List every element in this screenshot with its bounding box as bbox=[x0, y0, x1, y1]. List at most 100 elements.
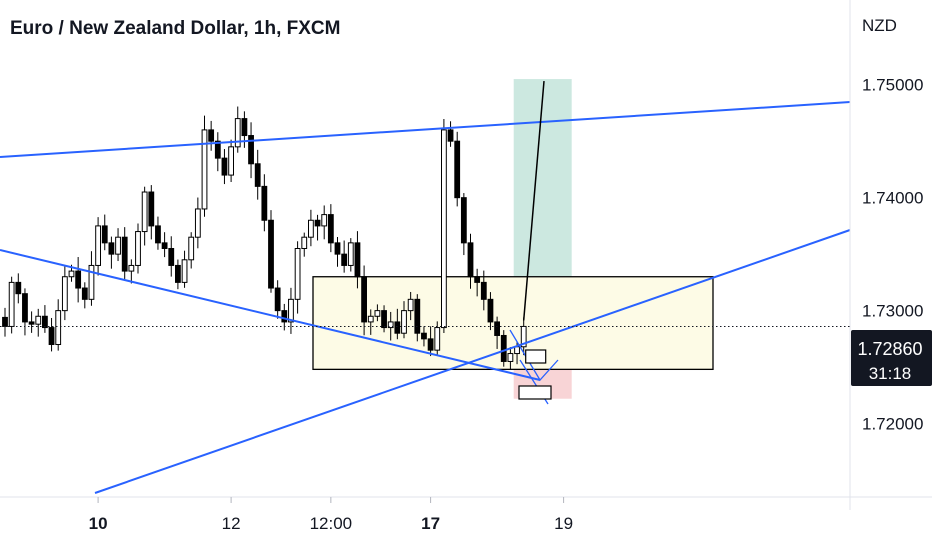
candle-body bbox=[135, 231, 141, 266]
price-badge-countdown: 31:18 bbox=[869, 364, 912, 383]
y-tick-label: 1.73000 bbox=[862, 302, 923, 321]
candle-body bbox=[261, 185, 268, 221]
x-tick-label: 12 bbox=[222, 514, 241, 533]
candle-body bbox=[341, 253, 348, 266]
candle-body bbox=[181, 259, 188, 283]
candle-body bbox=[361, 276, 368, 323]
candle-body bbox=[520, 325, 527, 348]
candle-body bbox=[88, 264, 95, 300]
y-tick-label: 1.74000 bbox=[862, 189, 923, 208]
chart-title: Euro / New Zealand Dollar, 1h, FXCM bbox=[10, 18, 341, 39]
currency-label: NZD bbox=[862, 16, 897, 35]
candle-body bbox=[194, 208, 201, 238]
candle-body bbox=[500, 334, 507, 362]
candle-body bbox=[28, 321, 35, 325]
candlestick-series bbox=[2, 106, 527, 370]
x-tick-label: 17 bbox=[421, 514, 440, 533]
candle-body bbox=[201, 129, 208, 210]
pattern-lines bbox=[509, 329, 559, 382]
candle-body bbox=[2, 316, 8, 327]
candle-body bbox=[128, 264, 135, 272]
x-tick-label: 10 bbox=[89, 514, 108, 533]
position-zones bbox=[312, 79, 714, 399]
candle-body bbox=[268, 219, 274, 289]
upper-trendline bbox=[0, 101, 851, 158]
candle-body bbox=[121, 236, 128, 272]
candle-body bbox=[95, 225, 101, 266]
descending-trendline bbox=[0, 249, 541, 381]
candle-body bbox=[381, 310, 387, 329]
candle-body bbox=[301, 236, 308, 249]
candle-body bbox=[407, 298, 414, 312]
y-tick-label: 1.75000 bbox=[862, 76, 923, 95]
candle-body bbox=[68, 270, 75, 278]
candle-body bbox=[507, 353, 514, 362]
price-badge: 1.72860 31:18 bbox=[851, 330, 932, 386]
candle-body bbox=[334, 242, 341, 255]
price-badge-value: 1.72860 bbox=[857, 339, 922, 359]
time-axis[interactable]: 10 12 12:00 17 19 bbox=[0, 496, 932, 533]
candle-body bbox=[61, 276, 68, 312]
candle-body bbox=[188, 236, 195, 261]
y-tick-label: 1.72000 bbox=[862, 415, 923, 434]
marker-box-upper bbox=[525, 349, 547, 364]
candle-body bbox=[314, 219, 321, 227]
candle-body bbox=[414, 298, 421, 334]
candle-body bbox=[514, 346, 520, 355]
candle-body bbox=[248, 135, 254, 165]
candle-body bbox=[494, 321, 501, 336]
candle-body bbox=[15, 281, 22, 295]
ascending-trendline bbox=[94, 229, 851, 494]
candle-body bbox=[234, 118, 241, 148]
candle-body bbox=[427, 338, 434, 351]
candle-body bbox=[327, 214, 334, 244]
candle-body bbox=[148, 191, 155, 227]
candle-body bbox=[48, 327, 55, 346]
candle-body bbox=[155, 225, 161, 244]
price-axis[interactable]: 1.75000 1.74000 1.73000 1.72000 bbox=[849, 0, 923, 510]
candle-body bbox=[55, 310, 62, 346]
candle-body bbox=[401, 310, 407, 334]
candle-body bbox=[308, 219, 314, 238]
candle-body bbox=[347, 242, 354, 266]
candle-body bbox=[387, 321, 394, 329]
candle-body bbox=[467, 242, 474, 278]
candle-body bbox=[115, 236, 121, 255]
candle-body bbox=[35, 315, 42, 325]
candle-body bbox=[8, 281, 15, 327]
candle-body bbox=[241, 118, 248, 137]
price-badge-bg bbox=[851, 330, 932, 386]
candle-body bbox=[75, 270, 82, 289]
candle-body bbox=[454, 140, 461, 199]
candle-body bbox=[487, 298, 494, 323]
candle-body bbox=[321, 214, 328, 227]
x-tick-label: 19 bbox=[554, 514, 573, 533]
trendlines bbox=[0, 81, 851, 494]
candle-body bbox=[367, 315, 374, 323]
candle-body bbox=[168, 248, 175, 266]
candle-body bbox=[274, 287, 281, 312]
x-tick-label: 12:00 bbox=[310, 514, 353, 533]
candle-body bbox=[141, 191, 148, 233]
candle-body bbox=[480, 281, 487, 300]
candle-body bbox=[421, 332, 427, 340]
candle-body bbox=[354, 242, 361, 278]
candle-body bbox=[288, 298, 294, 323]
projection-line bbox=[522, 81, 545, 321]
candle-body bbox=[460, 197, 467, 244]
candle-body bbox=[81, 287, 88, 300]
candle-body bbox=[441, 129, 447, 329]
candle-body bbox=[434, 327, 441, 351]
candle-body bbox=[447, 129, 454, 142]
candle-body bbox=[208, 129, 215, 142]
candle-body bbox=[394, 321, 401, 334]
candle-body bbox=[101, 225, 108, 244]
candle-body bbox=[175, 264, 181, 283]
candle-body bbox=[474, 276, 481, 283]
candle-body bbox=[22, 293, 28, 323]
candle-body bbox=[281, 310, 288, 323]
candle-body bbox=[374, 310, 381, 317]
candle-body bbox=[254, 163, 261, 187]
candle-body bbox=[214, 140, 221, 159]
